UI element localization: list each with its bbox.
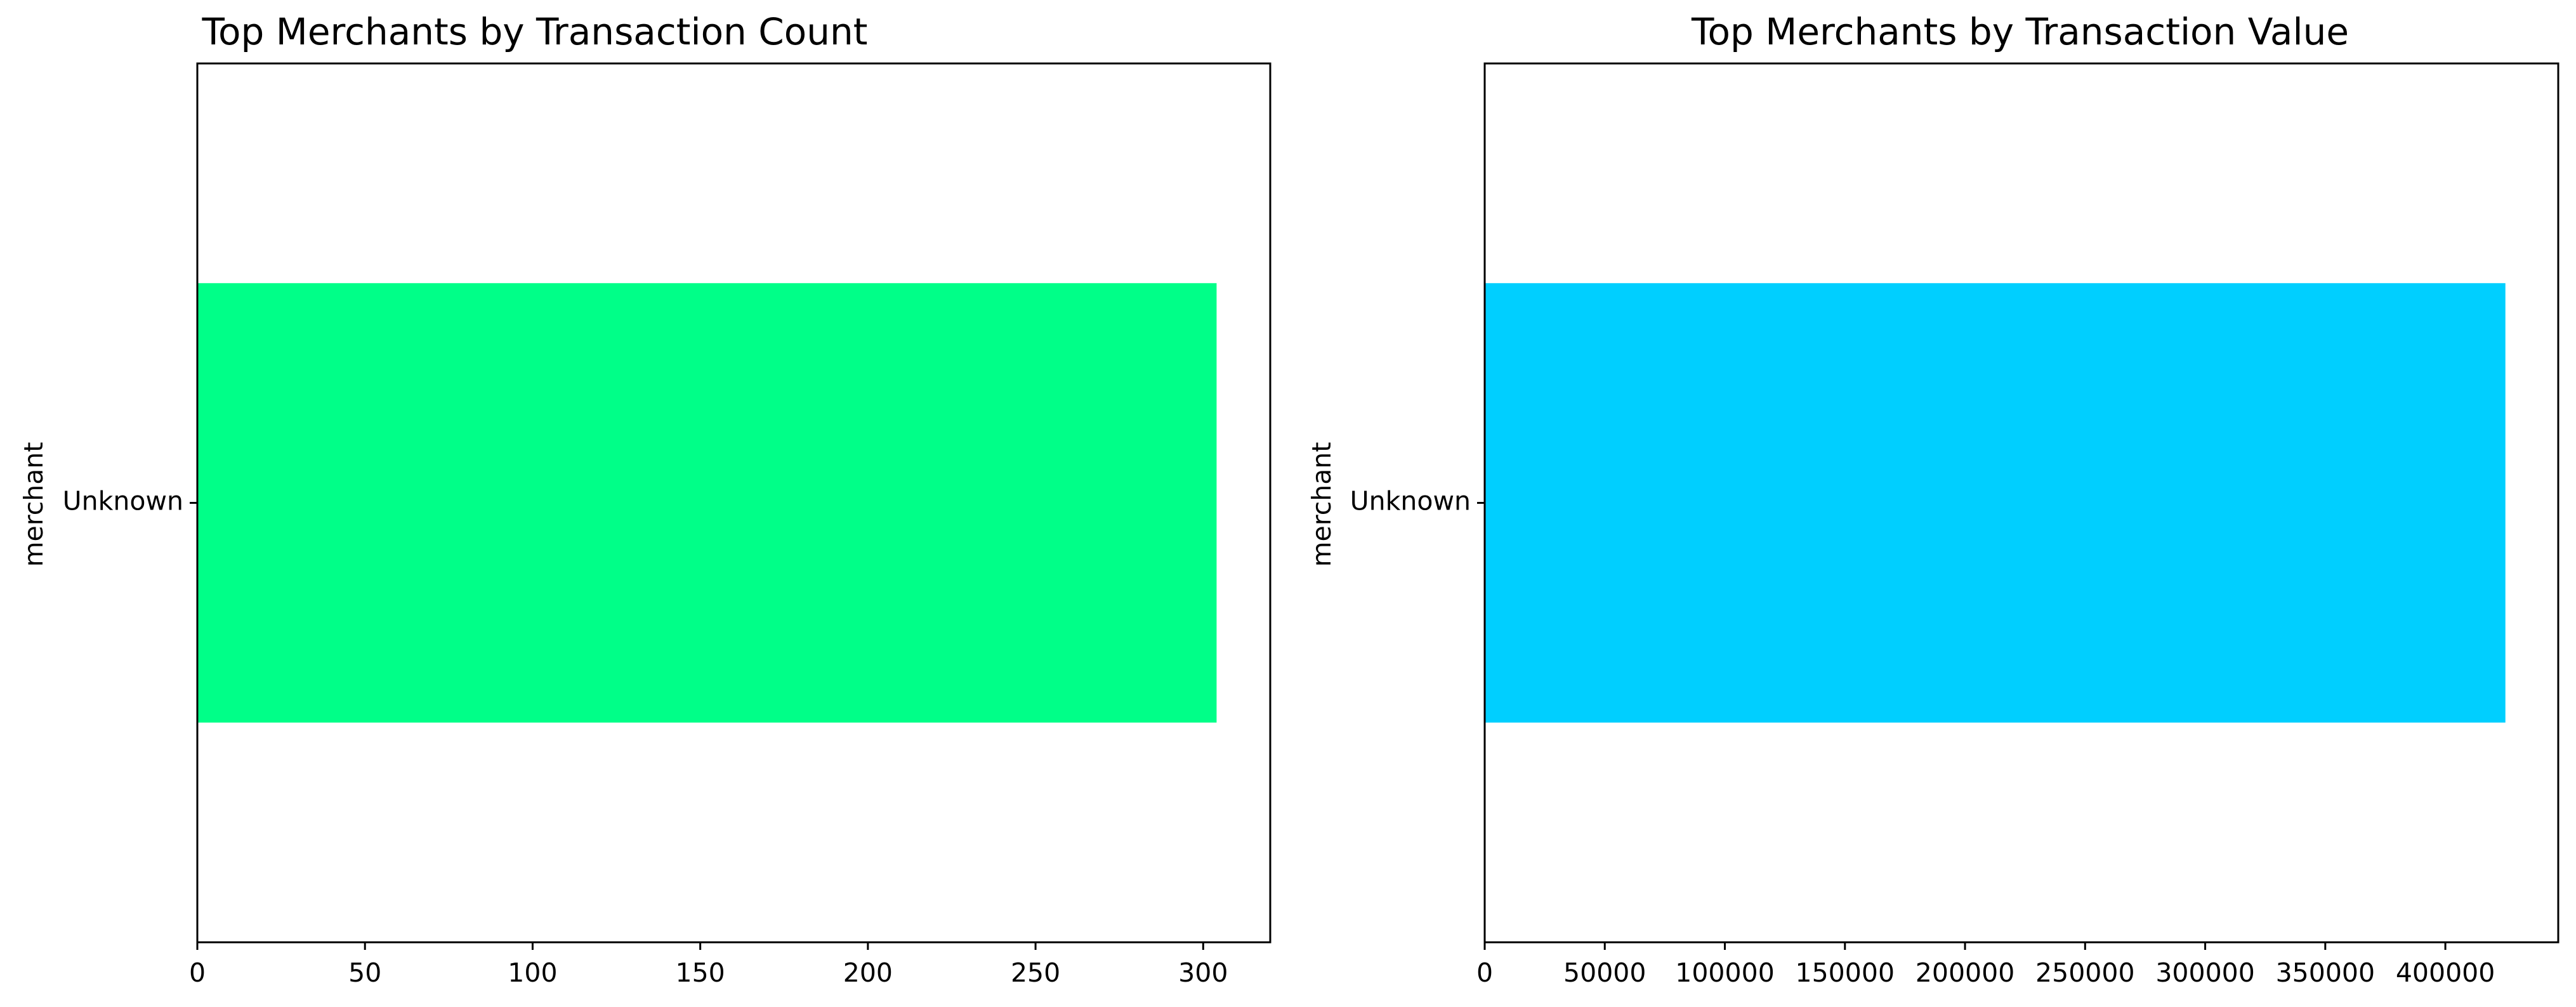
plot-frame bbox=[196, 62, 1272, 944]
ticks-layer: Unknown 0 50 100 150 200 250 300 bbox=[63, 486, 1228, 989]
x-tick-label: 150 bbox=[676, 958, 725, 988]
x-tick-label: 200 bbox=[843, 958, 893, 988]
x-tick-label: 300 bbox=[1178, 958, 1228, 988]
bar-0 bbox=[197, 283, 1217, 723]
x-tick-label: 250 bbox=[1011, 958, 1060, 988]
x-tick-label: 0 bbox=[1476, 958, 1493, 988]
x-tick-label: 400000 bbox=[2396, 958, 2495, 988]
x-tick-label: 100000 bbox=[1675, 958, 1775, 988]
transaction-value-chart: Top Merchants by Transaction Value merch… bbox=[1306, 10, 2560, 989]
y-axis-label: merchant bbox=[1306, 442, 1337, 567]
y-tick-label: Unknown bbox=[63, 486, 183, 517]
x-tick-label: 50 bbox=[348, 958, 381, 988]
chart-title: Top Merchants by Transaction Value bbox=[1691, 10, 2349, 53]
x-tick-label: 350000 bbox=[2276, 958, 2376, 988]
x-tick-label: 300000 bbox=[2155, 958, 2255, 988]
x-tick-label: 200000 bbox=[1916, 958, 2015, 988]
bar-0 bbox=[1485, 283, 2506, 723]
bars-layer bbox=[197, 283, 1217, 723]
plot-frame bbox=[1483, 62, 2560, 944]
x-tick-label: 100 bbox=[508, 958, 557, 988]
chart-title: Top Merchants by Transaction Count bbox=[201, 10, 867, 53]
x-tick-label: 50000 bbox=[1563, 958, 1646, 988]
transaction-count-chart: Top Merchants by Transaction Count merch… bbox=[18, 10, 1272, 989]
x-tick-label: 250000 bbox=[2035, 958, 2135, 988]
x-tick-label: 150000 bbox=[1796, 958, 1895, 988]
y-tick-label: Unknown bbox=[1350, 486, 1471, 517]
y-axis-label: merchant bbox=[18, 442, 49, 567]
x-tick-label: 0 bbox=[189, 958, 206, 988]
ticks-layer: Unknown 0 50000 100000 150000 200000 250000 300… bbox=[1350, 486, 2495, 989]
bars-layer bbox=[1485, 283, 2506, 723]
